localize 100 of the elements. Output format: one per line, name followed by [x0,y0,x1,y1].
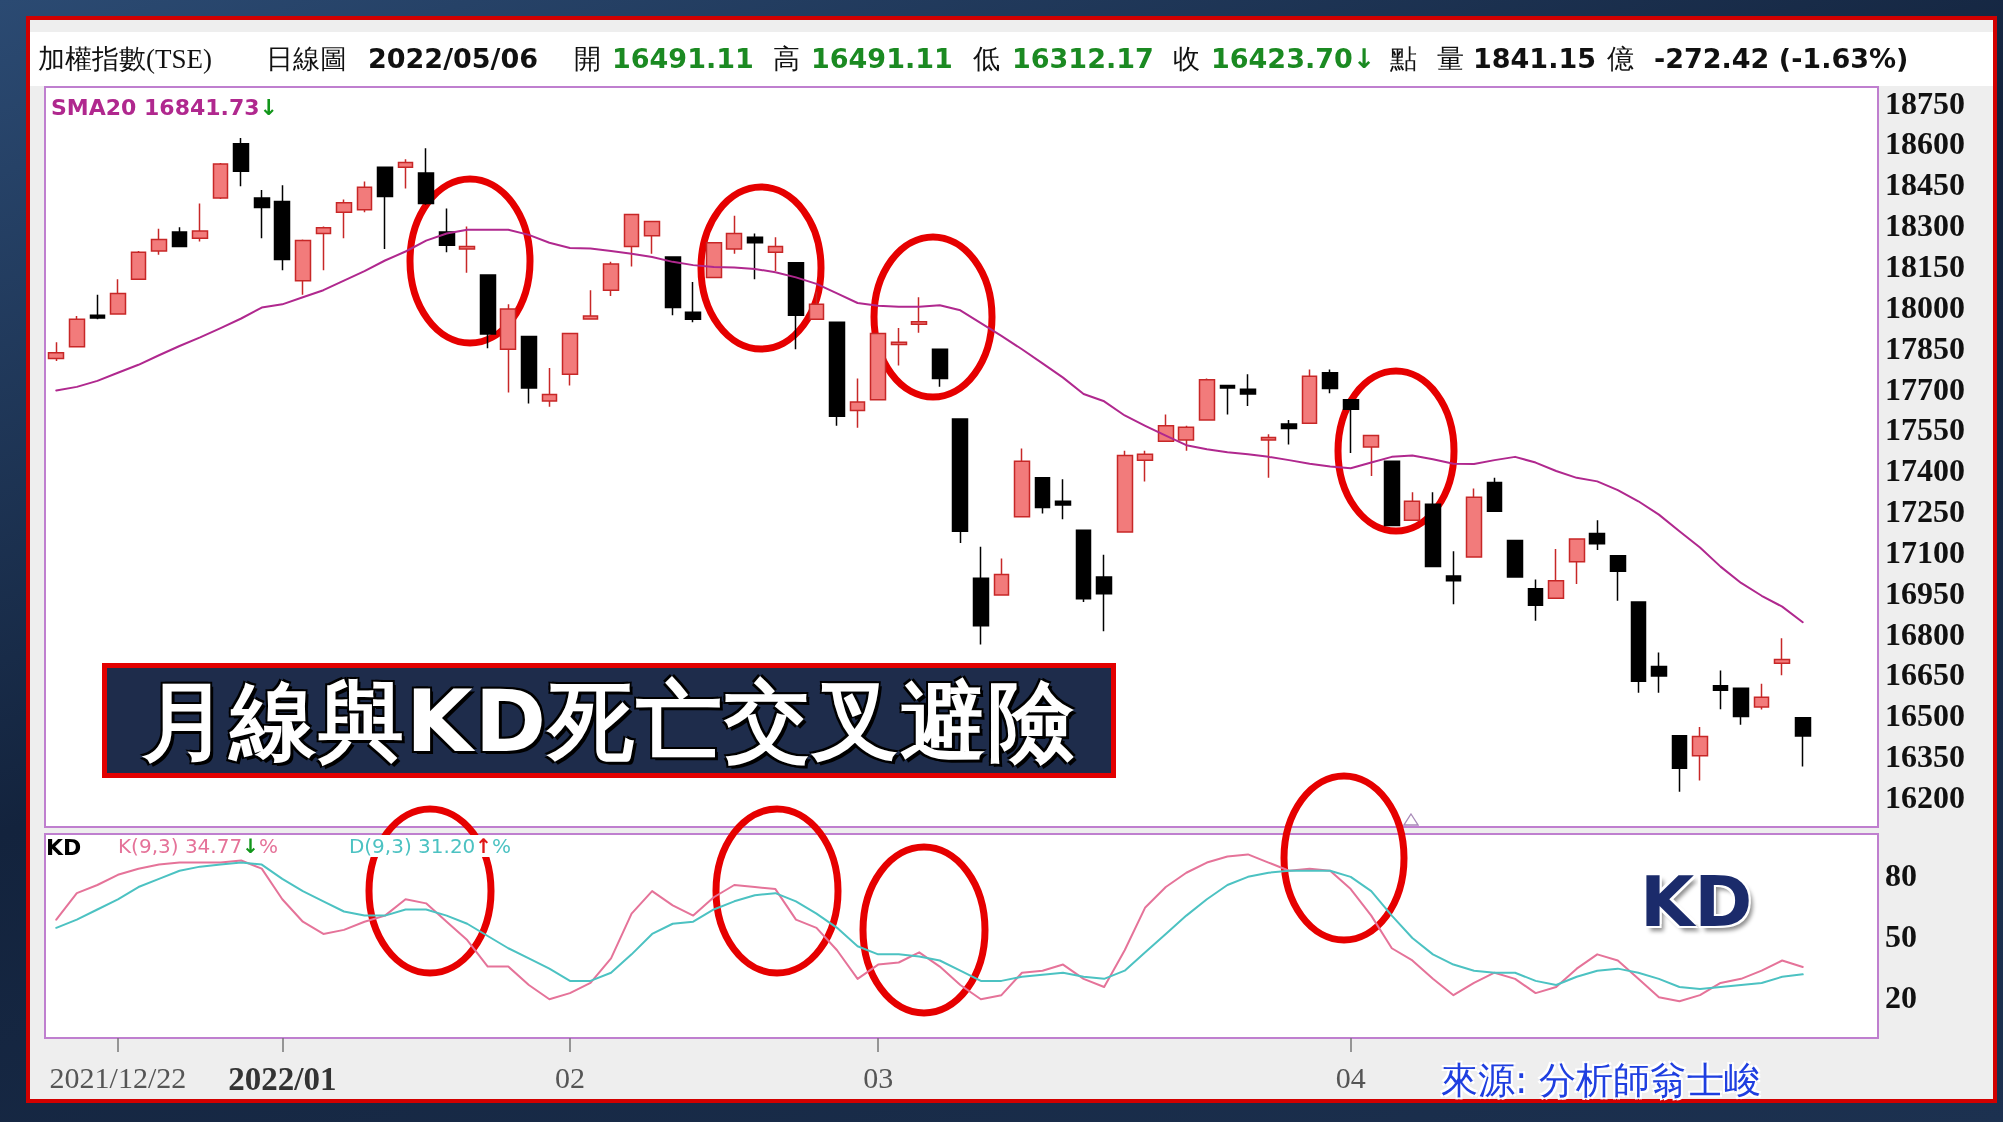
candlestick [1712,669,1729,711]
candlestick [1445,550,1462,605]
candlestick [1219,384,1236,416]
candlestick [458,225,476,274]
candlestick [273,184,291,272]
candlestick [1568,538,1586,585]
candlestick [725,215,743,255]
candlestick [479,274,497,349]
x-tick-label: 04 [1335,1060,1366,1094]
candlestick [212,162,229,200]
candlestick [1095,553,1113,632]
candlestick [849,377,866,429]
candlestick [232,137,250,187]
candlestick [643,220,661,255]
text: 16423.70↓ [1211,42,1376,76]
x-tick-label: 02 [554,1060,585,1094]
y-tick-label: 17850 [1885,329,1965,366]
candlestick [1362,434,1380,477]
candlestick [1691,726,1709,782]
y-tick-label: 17700 [1885,370,1965,407]
chart-subtitle: 日線圖 [266,43,347,76]
y-tick-label: 50 [1885,918,1917,954]
annotation: 月線與KD死亡交叉避險 [141,670,1077,771]
candlestick [68,315,86,348]
candlestick [746,232,764,281]
text: 點 [1390,43,1417,76]
candlestick [376,165,394,250]
text: -272.42 (-1.63%) [1654,42,1909,76]
candlestick [623,212,640,268]
text: D(9,3) 31.20↑% [348,834,512,858]
candlestick [1403,491,1421,522]
candlestick [47,341,65,362]
candlestick [1773,637,1791,677]
y-tick-label: 18300 [1885,207,1965,244]
text: 開 [574,43,601,76]
candlestick [1342,398,1360,454]
text: SMA20 16841.73↓ [51,94,278,120]
candlestick [315,225,332,272]
candlestick [869,332,887,401]
x-tick-label: 03 [863,1060,894,1094]
chart-title: 加權指數(TSE) [38,43,212,76]
y-tick-label: 16350 [1885,738,1965,775]
series-label: K(9,3) 34.77↓% [118,834,278,858]
candlestick [1732,687,1750,726]
candlestick [417,147,435,206]
candlestick [910,296,928,334]
candlestick [890,327,908,367]
candlestick [253,189,271,239]
candlestick [684,281,702,324]
text: 億 [1607,43,1634,76]
candlestick [191,202,209,243]
candlestick [1486,477,1503,513]
y-tick-label: 16650 [1885,656,1965,693]
candlestick [1753,682,1770,711]
y-tick-label: 17550 [1885,411,1965,448]
y-tick-label: 17100 [1885,533,1965,570]
y-tick-label: 17250 [1885,493,1965,530]
text: 低 [973,43,1000,76]
candlestick [294,238,312,296]
text: 高 [773,43,800,76]
candlestick [335,198,353,239]
candlestick [602,261,620,297]
candlestick [1465,487,1483,558]
y-tick-label: 16800 [1885,615,1965,652]
candlestick [664,256,682,316]
y-tick-label: 16950 [1885,574,1965,611]
candlestick [171,226,188,248]
y-tick-label: 18600 [1885,125,1965,162]
candlestick [1527,578,1544,622]
candlestick [931,348,949,388]
candlestick [582,289,599,321]
y-tick-label: 18750 [1885,84,1965,121]
candlestick [541,367,558,408]
candlestick [1054,478,1072,520]
candlestick [972,545,990,646]
text: 來源: 分析師翁士峻 [1441,1059,1762,1102]
text: 1841.15 [1473,42,1596,76]
candlestick [1013,447,1031,518]
candlestick [1075,529,1092,603]
y-tick-label: 18450 [1885,166,1965,203]
text: 16312.17 [1012,42,1154,76]
candlestick [1630,601,1647,694]
text: 量 [1437,43,1464,76]
candlestick [1280,419,1298,446]
candlestick [1239,373,1257,407]
candlestick [993,557,1010,596]
y-tick-label: 20 [1885,979,1917,1016]
candlestick [767,236,784,272]
candlestick [1547,548,1565,599]
candlestick [1650,651,1668,694]
y-tick-label: 16500 [1885,697,1965,734]
candlestick [1198,377,1216,421]
candlestick [1609,554,1627,602]
candlestick [1424,491,1442,568]
line-series [55,228,1804,624]
candlestick [705,241,723,279]
candlestick [1260,433,1277,479]
candlestick [1136,450,1154,483]
candlestick [787,261,805,351]
candlestick [1301,368,1318,425]
